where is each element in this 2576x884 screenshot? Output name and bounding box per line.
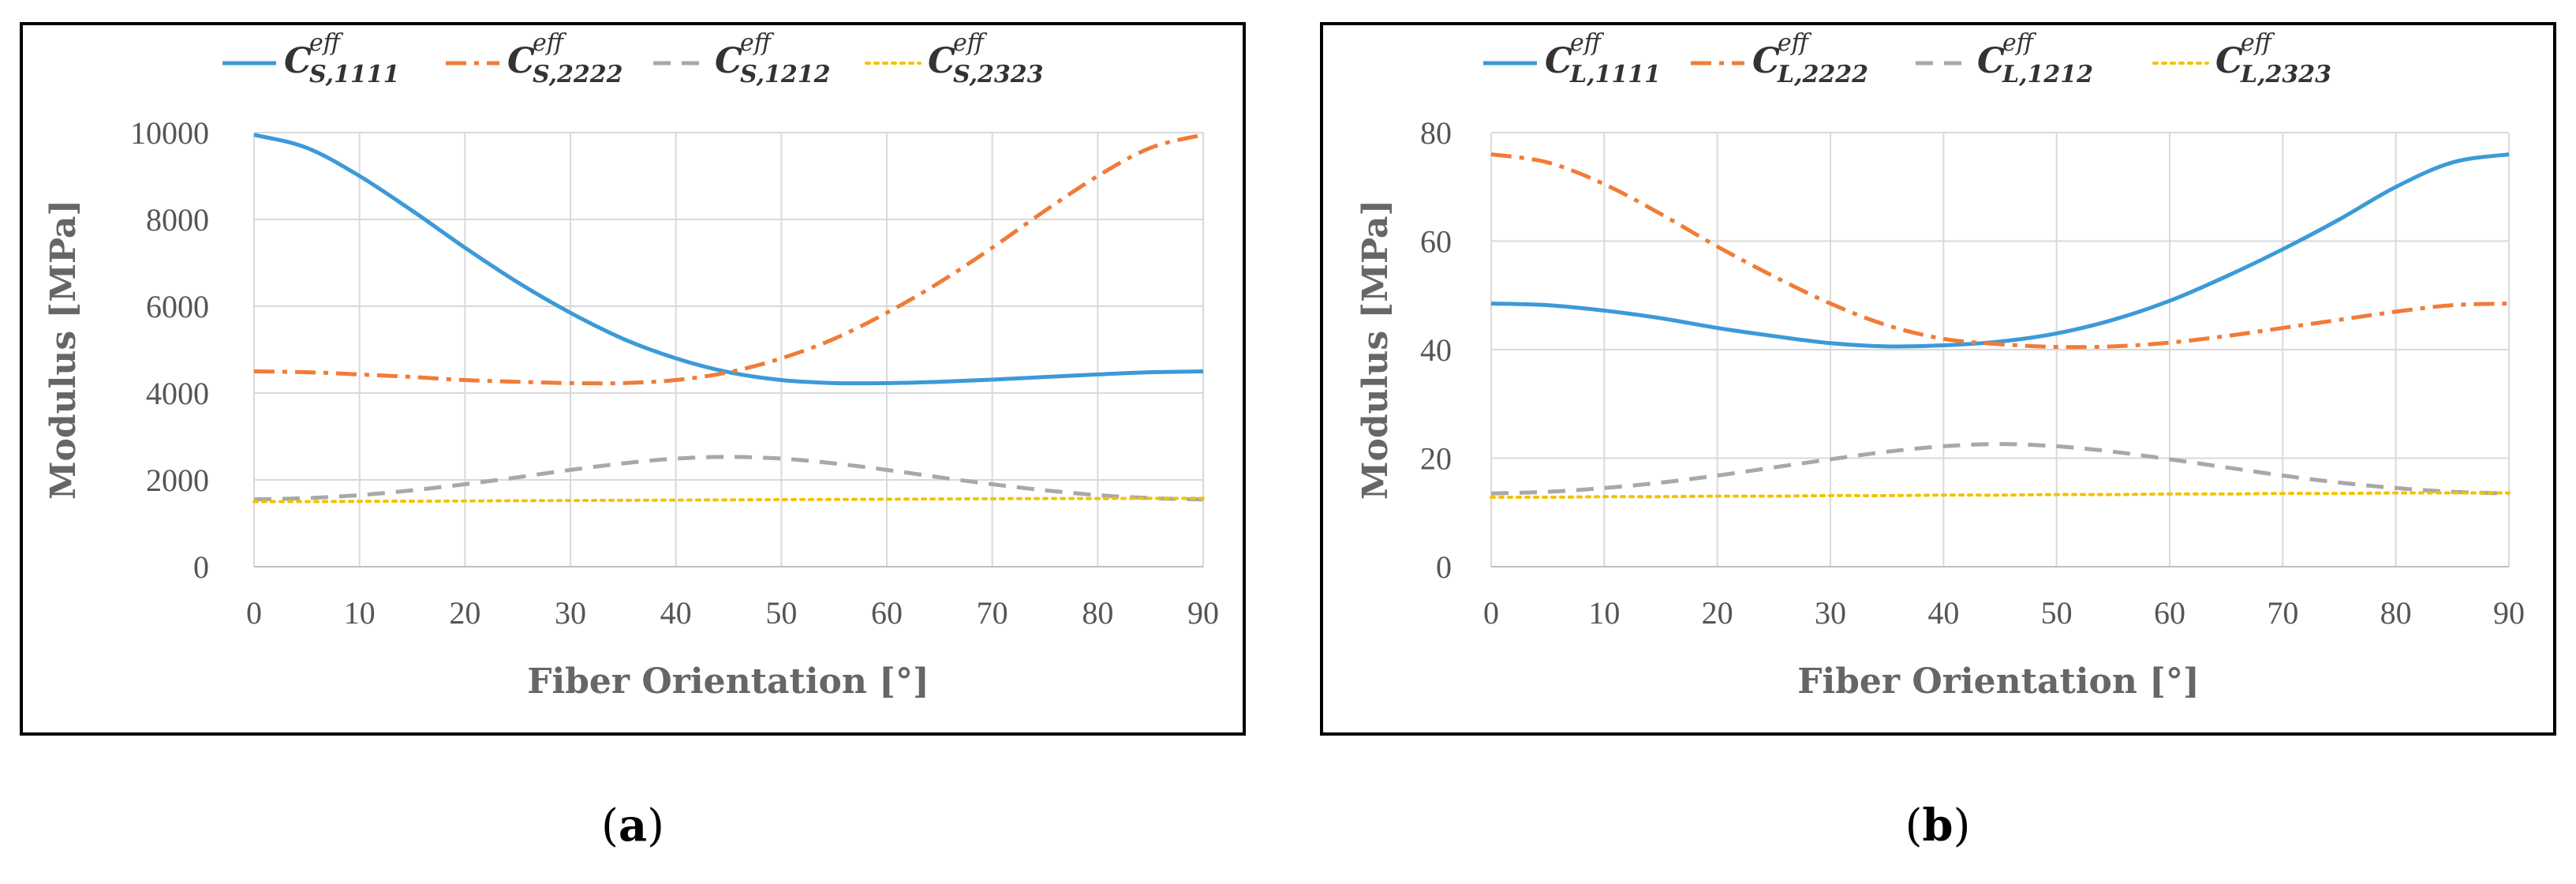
legend-label: C [1545, 41, 1572, 81]
legend-label: C [2215, 41, 2243, 81]
legend-label-subscript: L,1111 [1569, 61, 1661, 88]
y-tick-label: 40 [1420, 332, 1452, 368]
x-tick-label: 40 [1927, 595, 1959, 631]
legend-label-superscript: eff [740, 29, 775, 57]
legend-label-subscript: L,1212 [2002, 61, 2093, 88]
x-tick-label: 30 [555, 595, 586, 631]
chart-frame [1320, 22, 2556, 736]
legend-label-superscript: eff [1570, 29, 1605, 57]
legend-label: C [1752, 41, 1780, 81]
x-tick-label: 10 [1588, 595, 1620, 631]
legend-label-subscript: L,2222 [1777, 61, 1868, 88]
x-tick-label: 20 [1702, 595, 1733, 631]
y-tick-label: 10000 [130, 115, 209, 151]
legend-label-superscript: eff [533, 29, 567, 57]
legend-label: C [715, 41, 742, 81]
legend-label-subscript: S,2222 [533, 61, 623, 88]
y-tick-label: 80 [1420, 115, 1452, 151]
legend-label-superscript: eff [953, 29, 988, 57]
y-tick-label: 20 [1420, 441, 1452, 477]
x-tick-label: 80 [1082, 595, 1113, 631]
y-tick-label: 6000 [146, 289, 209, 324]
series-line-L-1111 [1490, 152, 2510, 349]
x-tick-label: 80 [2380, 595, 2412, 631]
x-tick-label: 0 [246, 595, 262, 631]
x-tick-label: 90 [1187, 595, 1219, 631]
y-tick-label: 4000 [146, 376, 209, 411]
series-line-L-1212 [1490, 442, 2510, 496]
y-tick-label: 0 [1436, 549, 1452, 585]
legend-label: C [284, 41, 312, 81]
x-tick-label: 70 [2267, 595, 2298, 631]
x-tick-label: 50 [765, 595, 797, 631]
x-tick-label: 0 [1483, 595, 1499, 631]
x-tick-label: 30 [1815, 595, 1846, 631]
x-tick-label: 90 [2493, 595, 2525, 631]
x-tick-label: 60 [2154, 595, 2185, 631]
chart-panel-b: 0 10 20 30 40 50 60 70 80 90 0 20 40 60 80 Fiber Orient… [1320, 22, 2556, 736]
x-tick-label: 40 [660, 595, 692, 631]
chart-panel-a: 0 10 20 30 40 50 60 70 80 90 0 2000 4000 6000 8000 1000… [20, 22, 1246, 736]
x-tick-label: 50 [2041, 595, 2073, 631]
legend-label-subscript: S,2323 [953, 61, 1044, 88]
panel-label-b: (b) [1905, 800, 1971, 852]
legend-label-subscript: L,2323 [2240, 61, 2331, 88]
y-axis-title: Modulus [MPa] [43, 200, 84, 500]
legend-label-superscript: eff [2002, 29, 2037, 57]
legend-label-superscript: eff [2241, 29, 2275, 57]
series-line-S-2222 [253, 133, 1204, 386]
y-tick-label: 60 [1420, 224, 1452, 260]
series-line-L-2222 [1490, 152, 2510, 350]
y-tick-label: 0 [193, 549, 209, 585]
x-axis-title: Fiber Orientation [°] [527, 661, 929, 702]
y-tick-label: 2000 [146, 463, 209, 498]
series-line-S-1111 [253, 133, 1204, 386]
legend-label-subscript: S,1111 [309, 61, 400, 88]
legend-label: C [928, 41, 955, 81]
x-tick-label: 60 [871, 595, 903, 631]
legend-label: C [507, 41, 535, 81]
legend-label: C [1977, 41, 2005, 81]
x-axis-title: Fiber Orientation [°] [1797, 661, 2200, 702]
series-line-S-2323 [252, 496, 1205, 504]
x-tick-label: 20 [449, 595, 480, 631]
panel-label-a: (a) [601, 800, 664, 852]
legend-label-superscript: eff [1778, 29, 1812, 57]
x-tick-label: 70 [977, 595, 1008, 631]
x-tick-label: 10 [344, 595, 376, 631]
y-tick-label: 8000 [146, 202, 209, 238]
series-line-S-1212 [253, 455, 1204, 502]
y-axis-title: Modulus [MPa] [1355, 200, 1396, 500]
legend-label-superscript: eff [309, 29, 344, 57]
legend-label-subscript: S,1212 [740, 61, 831, 88]
